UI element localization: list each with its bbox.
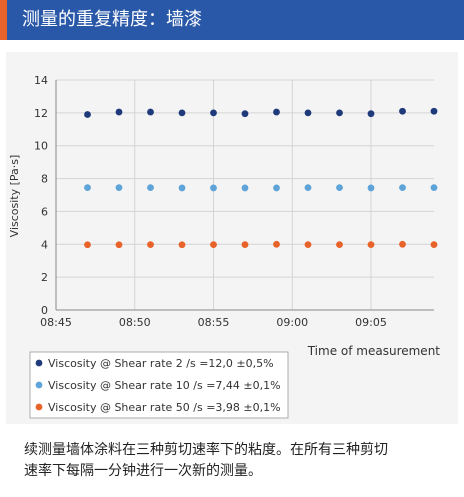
data-point-series-3 <box>367 241 375 249</box>
data-point-series-3 <box>304 241 312 249</box>
y-tick-label: 8 <box>41 173 48 186</box>
data-point-series-1 <box>336 109 343 117</box>
data-point-series-2 <box>115 184 123 192</box>
data-point-series-1 <box>241 110 249 118</box>
y-tick-label: 6 <box>41 205 48 218</box>
legend-label-series-3: Viscosity @ Shear rate 50 /s =3,98 ±0,1% <box>48 401 281 414</box>
axes: 0 2 4 6 8 10 12 14 08:45 08:50 08:55 09:00 09:05 <box>34 74 434 329</box>
page-header: 测量的重复精度：墙漆 <box>0 0 464 40</box>
caption-line-1: 续测量墙体涂料在三种剪切速率下的粘度。在所有三种剪切 <box>24 442 388 458</box>
y-tick-label: 0 <box>41 304 48 317</box>
data-point-series-2 <box>336 184 343 192</box>
data-point-series-2 <box>399 184 406 192</box>
data-point-series-3 <box>210 241 217 249</box>
data-point-series-1 <box>304 109 312 117</box>
x-tick-label: 08:50 <box>119 316 151 329</box>
data-point-series-3 <box>84 241 91 249</box>
data-point-series-3 <box>147 241 154 249</box>
data-point-series-2 <box>367 184 375 192</box>
data-point-series-2 <box>430 184 438 192</box>
data-point-series-1 <box>430 107 438 115</box>
header-accent-bar <box>0 0 7 40</box>
y-tick-label: 10 <box>34 140 48 153</box>
data-point-series-1 <box>178 109 186 117</box>
x-tick-label: 08:45 <box>40 316 72 329</box>
data-point-series-1 <box>210 109 217 117</box>
data-point-series-3 <box>241 241 249 249</box>
data-point-series-3 <box>430 241 438 249</box>
data-point-series-2 <box>210 184 217 192</box>
data-point-series-3 <box>336 241 343 249</box>
data-point-series-3 <box>273 240 280 248</box>
y-tick-label: 12 <box>34 107 48 120</box>
legend-label-series-2: Viscosity @ Shear rate 10 /s =7,44 ±0,1% <box>48 379 281 392</box>
data-point-series-2 <box>273 184 280 192</box>
x-axis-label: Time of measurement <box>307 344 441 358</box>
y-axis-label: Viscosity [Pa·s] <box>8 155 21 238</box>
data-point-series-1 <box>115 108 123 116</box>
data-point-series-1 <box>273 108 280 116</box>
viscosity-chart: 0 2 4 6 8 10 12 14 08:45 08:50 08:55 09:00 09:05 Vis… <box>8 74 441 419</box>
x-tick-label: 08:55 <box>198 316 230 329</box>
chart-caption: 续测量墙体涂料在三种剪切速率下的粘度。在所有三种剪切 速率下每隔一分钟进行一次新… <box>24 440 454 482</box>
data-point-series-3 <box>399 240 406 248</box>
legend-box <box>29 351 289 419</box>
data-point-series-1 <box>147 108 154 116</box>
data-point-series-1 <box>84 111 91 118</box>
data-point-series-1 <box>367 110 375 118</box>
data-point-series-2 <box>178 184 186 192</box>
data-point-series-2 <box>304 184 312 192</box>
y-tick-label: 4 <box>41 238 48 251</box>
data-points <box>84 107 438 249</box>
chart-panel: 0 2 4 6 8 10 12 14 08:45 08:50 08:55 09:00 09:05 Vis… <box>6 52 458 424</box>
legend-marker-series-1 <box>35 359 43 367</box>
data-point-series-2 <box>147 184 154 192</box>
page-title: 测量的重复精度：墙漆 <box>22 9 202 30</box>
y-tick-label: 14 <box>34 74 48 87</box>
x-tick-label: 09:05 <box>355 316 387 329</box>
data-point-series-3 <box>115 241 123 249</box>
data-point-series-3 <box>178 241 186 249</box>
legend-marker-series-2 <box>35 381 43 389</box>
legend-label-series-1: Viscosity @ Shear rate 2 /s =12,0 ±0,5% <box>48 357 274 370</box>
data-point-series-2 <box>84 184 91 192</box>
x-tick-label: 09:00 <box>276 316 308 329</box>
legend-marker-series-3 <box>35 403 43 411</box>
caption-line-2: 速率下每隔一分钟进行一次新的测量。 <box>24 463 262 479</box>
data-point-series-1 <box>399 107 406 115</box>
y-tick-label: 2 <box>41 271 48 284</box>
legend: Viscosity @ Shear rate 2 /s =12,0 ±0,5% V… <box>29 351 289 419</box>
data-point-series-2 <box>241 184 249 192</box>
